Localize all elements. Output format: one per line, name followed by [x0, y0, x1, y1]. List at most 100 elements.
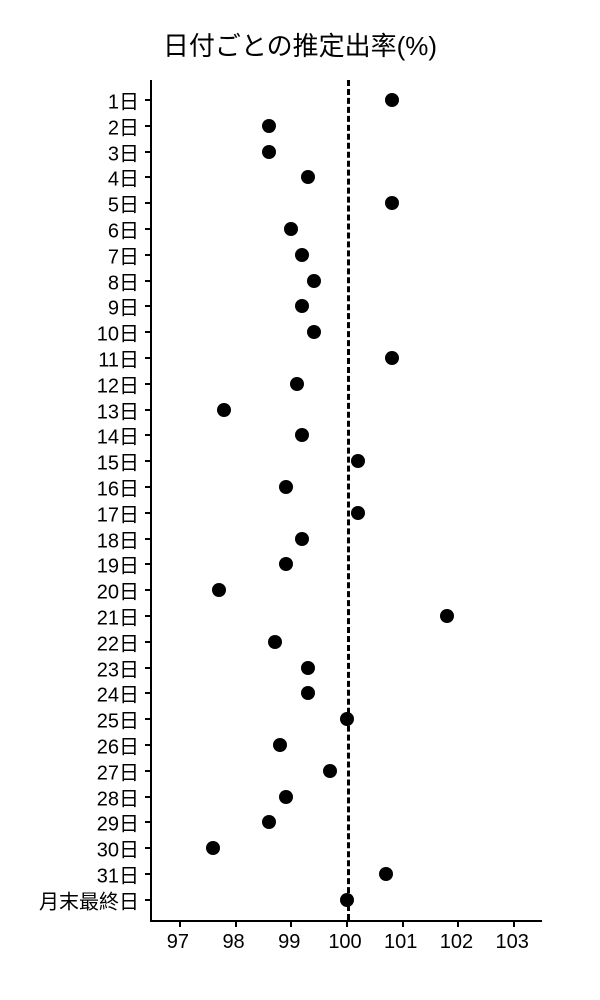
ytick-label: 10日	[97, 318, 139, 347]
ytick-label: 23日	[97, 653, 139, 682]
data-point	[351, 506, 365, 520]
ytick-label: 19日	[97, 550, 139, 579]
xtick	[179, 920, 181, 927]
ytick	[145, 280, 152, 282]
ytick	[145, 538, 152, 540]
ytick-label: 21日	[97, 602, 139, 631]
xtick-label: 98	[222, 931, 244, 954]
data-point	[284, 222, 298, 236]
ytick-label: 28日	[97, 782, 139, 811]
ytick	[145, 899, 152, 901]
ytick-label: 27日	[97, 756, 139, 785]
ytick	[145, 331, 152, 333]
ytick-label: 3日	[108, 137, 139, 166]
xtick-label: 97	[167, 931, 189, 954]
ytick	[145, 641, 152, 643]
data-point	[262, 815, 276, 829]
data-point	[340, 893, 354, 907]
data-point	[385, 93, 399, 107]
xtick-label: 103	[495, 931, 528, 954]
ytick	[145, 254, 152, 256]
data-point	[217, 403, 231, 417]
data-point	[295, 428, 309, 442]
data-point	[262, 119, 276, 133]
xtick	[235, 920, 237, 927]
ytick	[145, 667, 152, 669]
xtick	[346, 920, 348, 927]
xtick	[457, 920, 459, 927]
data-point	[290, 377, 304, 391]
data-point	[323, 764, 337, 778]
ytick-label: 14日	[97, 421, 139, 450]
ytick-label: 26日	[97, 731, 139, 760]
ytick-label: 7日	[108, 240, 139, 269]
ytick-label: 30日	[97, 834, 139, 863]
ytick	[145, 202, 152, 204]
ytick	[145, 176, 152, 178]
xtick-label: 99	[278, 931, 300, 954]
data-point	[295, 532, 309, 546]
data-point	[340, 712, 354, 726]
ytick	[145, 589, 152, 591]
ytick-label: 月末最終日	[39, 885, 139, 914]
ytick-label: 5日	[108, 189, 139, 218]
ytick	[145, 125, 152, 127]
ytick-label: 9日	[108, 292, 139, 321]
ytick	[145, 873, 152, 875]
data-point	[440, 609, 454, 623]
xtick-label: 102	[440, 931, 473, 954]
ytick-label: 22日	[97, 627, 139, 656]
chart-container: 日付ごとの推定出率(%) 1日2日3日4日5日6日7日8日9日10日11日12日…	[0, 0, 600, 1000]
xtick	[513, 920, 515, 927]
data-point	[307, 274, 321, 288]
data-point	[212, 583, 226, 597]
ytick	[145, 744, 152, 746]
ytick	[145, 796, 152, 798]
ytick	[145, 151, 152, 153]
ytick	[145, 305, 152, 307]
data-point	[279, 557, 293, 571]
xtick	[290, 920, 292, 927]
ytick-label: 2日	[108, 111, 139, 140]
data-point	[301, 686, 315, 700]
data-point	[268, 635, 282, 649]
ytick-label: 1日	[108, 86, 139, 115]
data-point	[262, 145, 276, 159]
chart-title: 日付ごとの推定出率(%)	[0, 26, 600, 63]
data-point	[301, 170, 315, 184]
ytick	[145, 409, 152, 411]
ytick-label: 8日	[108, 266, 139, 295]
data-point	[307, 325, 321, 339]
ytick	[145, 512, 152, 514]
ytick	[145, 383, 152, 385]
ytick-label: 16日	[97, 473, 139, 502]
ytick-label: 25日	[97, 705, 139, 734]
xtick-label: 101	[384, 931, 417, 954]
ytick	[145, 615, 152, 617]
ytick	[145, 460, 152, 462]
data-point	[279, 480, 293, 494]
data-point	[351, 454, 365, 468]
ytick-label: 20日	[97, 576, 139, 605]
data-point	[295, 248, 309, 262]
ytick-label: 24日	[97, 679, 139, 708]
ytick-label: 18日	[97, 524, 139, 553]
ytick-label: 11日	[98, 344, 139, 373]
data-point	[385, 196, 399, 210]
data-point	[279, 790, 293, 804]
data-point	[379, 867, 393, 881]
ytick	[145, 563, 152, 565]
ytick-label: 15日	[97, 447, 139, 476]
data-point	[206, 841, 220, 855]
ytick-label: 31日	[97, 860, 139, 889]
ytick-label: 29日	[97, 808, 139, 837]
xtick	[402, 920, 404, 927]
xtick-label: 100	[328, 931, 361, 954]
ytick	[145, 228, 152, 230]
ytick	[145, 770, 152, 772]
ytick	[145, 821, 152, 823]
ytick	[145, 847, 152, 849]
reference-line	[347, 80, 350, 920]
ytick-label: 4日	[108, 163, 139, 192]
data-point	[301, 661, 315, 675]
